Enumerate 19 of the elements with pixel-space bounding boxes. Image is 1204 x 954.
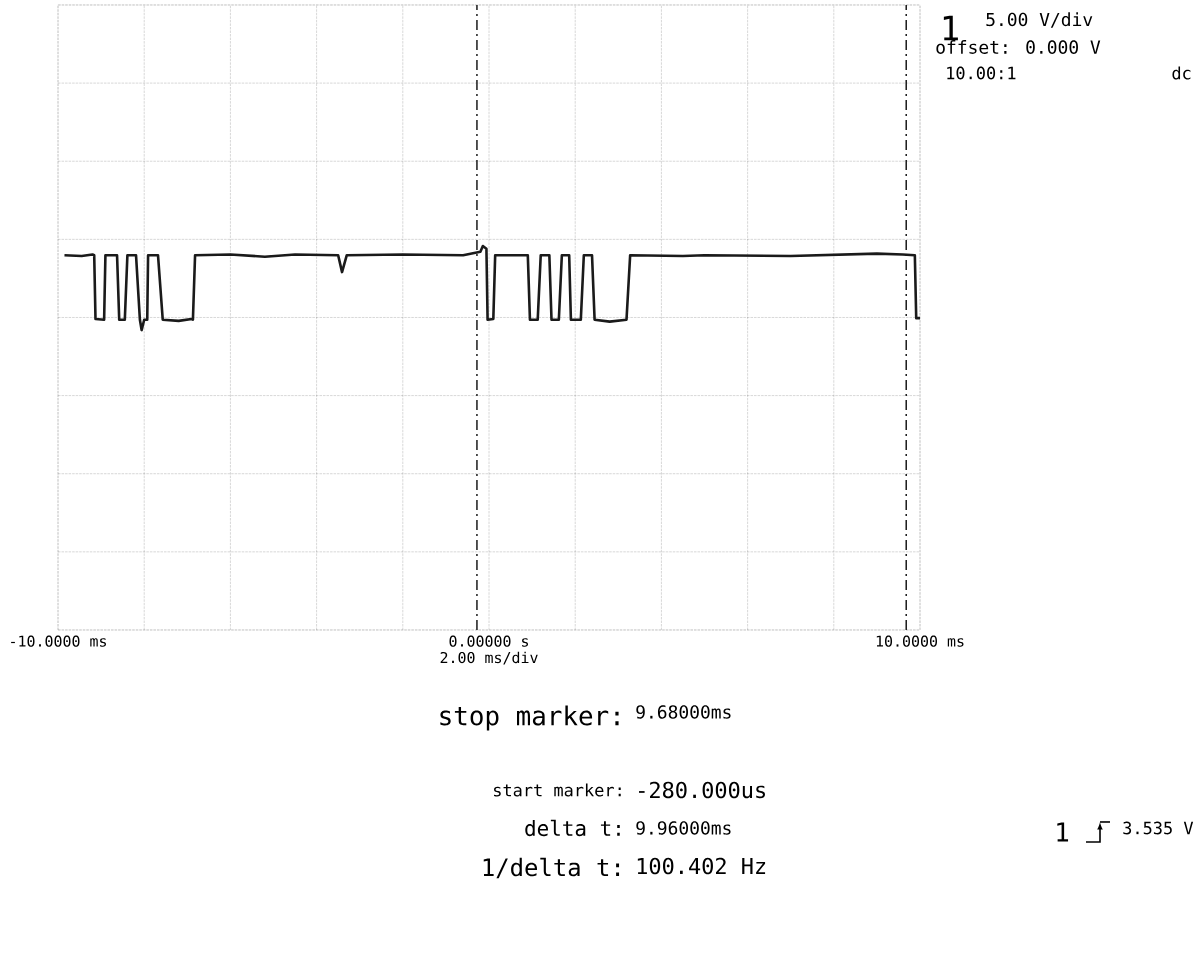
text: 5.00 V/div (986, 12, 1093, 28)
text: 100.402 Hz (637, 857, 766, 875)
text: 1 (943, 15, 958, 41)
text: delta t: (525, 819, 620, 837)
text: -280.000us (639, 781, 765, 799)
text: stop marker: (440, 705, 619, 731)
text: 9.68000ms (636, 705, 731, 719)
x-tick-label: 10.0000 ms (876, 635, 964, 647)
x-tick-label: 0.00000 s (449, 635, 529, 647)
text: offset: 0.000 V (936, 40, 1101, 54)
text: 1 (1057, 822, 1069, 842)
text: 10.00:1 (947, 66, 1016, 80)
x-tick-label: -10.0000 ms (11, 635, 106, 647)
text: 9.96000ms (636, 821, 731, 835)
text: 3.535 V (1123, 821, 1194, 835)
text: dc (1172, 66, 1191, 80)
text: start marker: (494, 783, 621, 797)
x-axis-title: 2.00 ms/div (440, 651, 538, 665)
text: 1/delta t: (483, 857, 620, 879)
